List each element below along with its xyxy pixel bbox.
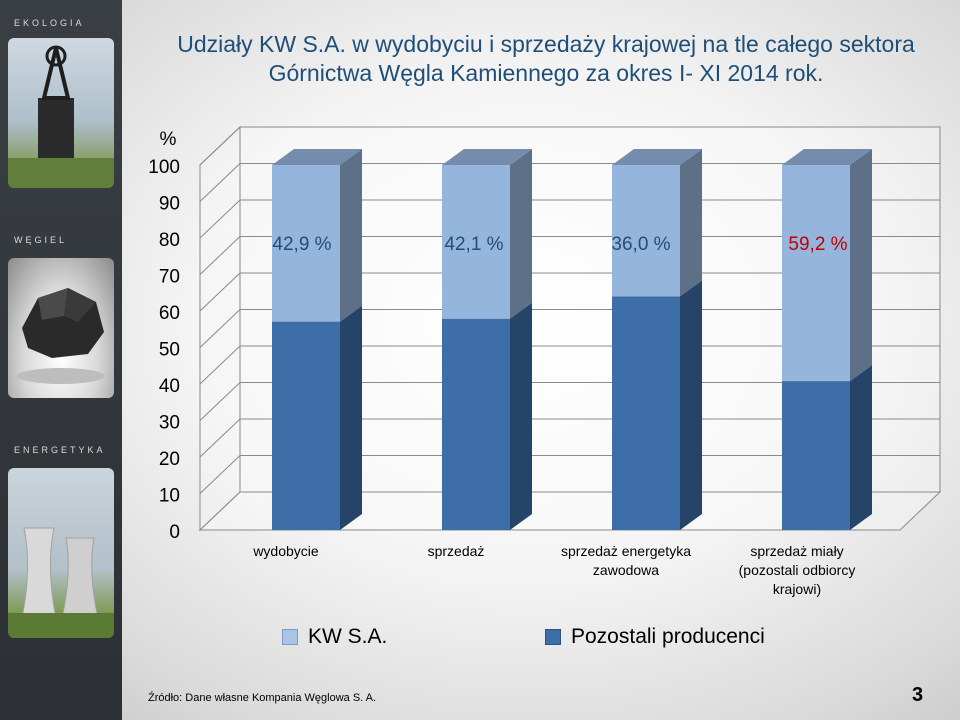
bar-segment-side bbox=[850, 149, 872, 382]
legend-swatch-kw bbox=[282, 629, 298, 645]
gridline-side bbox=[199, 309, 241, 348]
data-label: 59,2 % bbox=[788, 234, 847, 255]
legend-item-pozostali: Pozostali producenci bbox=[545, 625, 765, 649]
bar-segment-side bbox=[680, 280, 702, 530]
bar-segment-side bbox=[340, 305, 362, 530]
data-label: 42,9 % bbox=[272, 234, 331, 255]
gridline-side bbox=[199, 382, 241, 421]
bar-segment bbox=[612, 165, 680, 297]
bar-segment-side bbox=[680, 149, 702, 297]
source-note: Źródło: Dane własne Kompania Węglowa S. … bbox=[148, 692, 377, 704]
gridline-side bbox=[199, 455, 241, 494]
sidebar-label-energetyka: ENERGETYKA bbox=[14, 445, 106, 455]
sidebar: EKOLOGIA WĘGIEL ENERGETYKA bbox=[0, 0, 122, 720]
bar-top bbox=[442, 149, 532, 165]
gridline-side bbox=[199, 418, 241, 458]
data-label: 42,1 % bbox=[444, 234, 503, 255]
bar-segment bbox=[442, 165, 510, 319]
bar-segment-side bbox=[510, 149, 532, 319]
chart-title: Udziały KW S.A. w wydobyciu i sprzedaży … bbox=[136, 30, 956, 88]
y-axis-label: % bbox=[160, 129, 177, 150]
bar-top bbox=[272, 149, 362, 165]
coal-lump-icon bbox=[8, 258, 114, 398]
sidebar-label-ekologia: EKOLOGIA bbox=[14, 18, 85, 28]
sidebar-label-wegiel: WĘGIEL bbox=[14, 235, 68, 245]
legend-swatch-pozostali bbox=[545, 629, 561, 645]
gridline-side bbox=[199, 199, 241, 239]
y-tick-label: 80 bbox=[159, 230, 180, 251]
y-tick-label: 70 bbox=[159, 267, 180, 288]
page-number: 3 bbox=[912, 684, 924, 706]
gridline-side bbox=[199, 345, 241, 385]
bar-segment-side bbox=[340, 149, 362, 322]
legend-item-kw: KW S.A. bbox=[282, 625, 387, 649]
y-tick-label: 20 bbox=[159, 449, 180, 470]
y-tick-label: 90 bbox=[159, 194, 180, 215]
cooling-tower-icon bbox=[8, 468, 114, 638]
x-tick-label: (pozostali odbiorcy bbox=[739, 562, 856, 578]
chart-title-line1: Udziały KW S.A. w wydobyciu i sprzedaży … bbox=[177, 31, 915, 57]
data-label: 36,0 % bbox=[611, 234, 670, 255]
legend-label-kw: KW S.A. bbox=[308, 625, 388, 648]
x-tick-label: sprzedaż bbox=[428, 543, 485, 559]
bar-segment bbox=[782, 165, 850, 382]
y-tick-label: 100 bbox=[148, 157, 180, 178]
mine-tower-icon bbox=[8, 38, 114, 188]
bar-top bbox=[782, 149, 872, 165]
x-tick-label: wydobycie bbox=[252, 543, 319, 559]
y-tick-label: 40 bbox=[159, 376, 180, 397]
y-tick-label: 10 bbox=[159, 486, 180, 507]
x-tick-label: zawodowa bbox=[593, 562, 659, 578]
y-tick-label: 0 bbox=[169, 522, 180, 543]
chart-title-line2: Górnictwa Węgla Kamiennego za okres I- X… bbox=[268, 60, 824, 86]
gridline-side bbox=[199, 272, 241, 312]
gridline-side bbox=[199, 126, 241, 166]
y-tick-label: 60 bbox=[159, 303, 180, 324]
y-tick-label: 30 bbox=[159, 413, 180, 434]
bar-top bbox=[612, 149, 702, 165]
x-tick-label: krajowi) bbox=[773, 581, 821, 597]
bar-segment bbox=[612, 296, 680, 530]
bar-segment bbox=[442, 318, 510, 530]
gridline-side bbox=[199, 236, 241, 275]
bar-segment bbox=[272, 165, 340, 322]
gridline-side bbox=[199, 163, 241, 202]
y-tick-label: 50 bbox=[159, 340, 180, 361]
bar-segment bbox=[782, 381, 850, 530]
bar-segment-side bbox=[510, 302, 532, 530]
bar-segment-side bbox=[850, 365, 872, 530]
x-tick-label: sprzedaż energetyka bbox=[561, 543, 691, 559]
bar-segment bbox=[272, 321, 340, 530]
x-tick-label: sprzedaż miały bbox=[750, 543, 843, 559]
legend-label-pozostali: Pozostali producenci bbox=[571, 625, 765, 648]
